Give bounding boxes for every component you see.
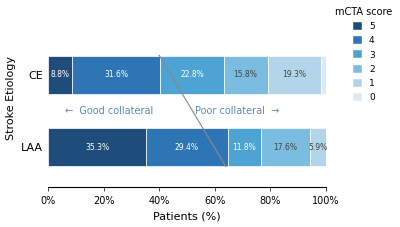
Text: 5.9%: 5.9% [308,143,327,152]
Bar [228,128,261,166]
Bar [268,56,321,94]
Text: Poor collateral  →: Poor collateral → [195,106,279,116]
Bar [321,56,326,94]
X-axis label: Patients (%): Patients (%) [153,211,221,222]
Bar [261,128,310,166]
Text: 15.8%: 15.8% [234,70,258,79]
Bar [146,128,228,166]
Text: 17.6%: 17.6% [273,143,297,152]
Legend: 5, 4, 3, 2, 1, 0: 5, 4, 3, 2, 1, 0 [333,5,394,104]
Text: ←  Good collateral: ← Good collateral [65,106,153,116]
Text: 29.4%: 29.4% [175,143,199,152]
Text: 19.3%: 19.3% [282,70,306,79]
Text: 8.8%: 8.8% [51,70,70,79]
Bar [48,128,146,166]
Text: 35.3%: 35.3% [85,143,109,152]
Bar [310,128,326,166]
Text: 31.6%: 31.6% [104,70,128,79]
Text: 11.8%: 11.8% [232,143,256,152]
Bar [160,56,224,94]
Bar [48,56,72,94]
Text: 22.8%: 22.8% [180,70,204,79]
Bar [224,56,268,94]
Bar [72,56,160,94]
Y-axis label: Stroke Etiology: Stroke Etiology [6,56,16,140]
